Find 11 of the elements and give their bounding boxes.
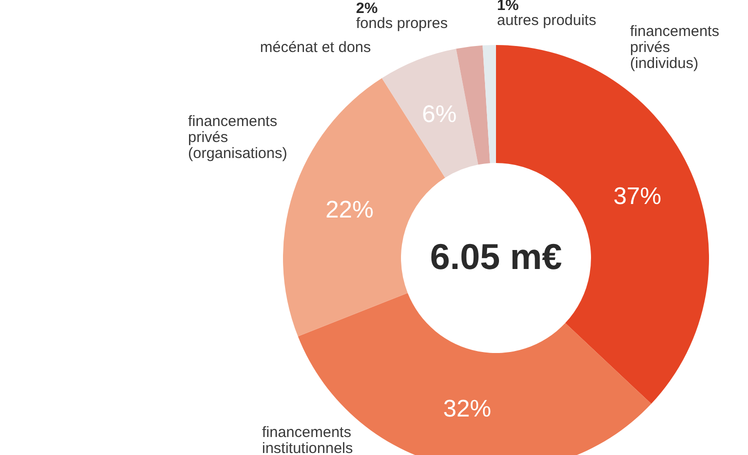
- text: 6.05 m€: [430, 236, 562, 277]
- data-label: 32%: [443, 395, 492, 422]
- slice-label: fonds propres: [356, 15, 448, 32]
- data-label: 2%: [356, 0, 378, 17]
- slice-label: mécénat et dons: [260, 39, 371, 56]
- slice-label: financements privés (individus): [630, 23, 720, 72]
- data-label: 22%: [326, 196, 374, 224]
- slice-label: autres produits: [497, 12, 596, 29]
- data-label: 37%: [613, 182, 662, 210]
- slice-label: financements privés (organisations): [188, 113, 288, 162]
- slice-label: financements institutionnels: [262, 424, 353, 455]
